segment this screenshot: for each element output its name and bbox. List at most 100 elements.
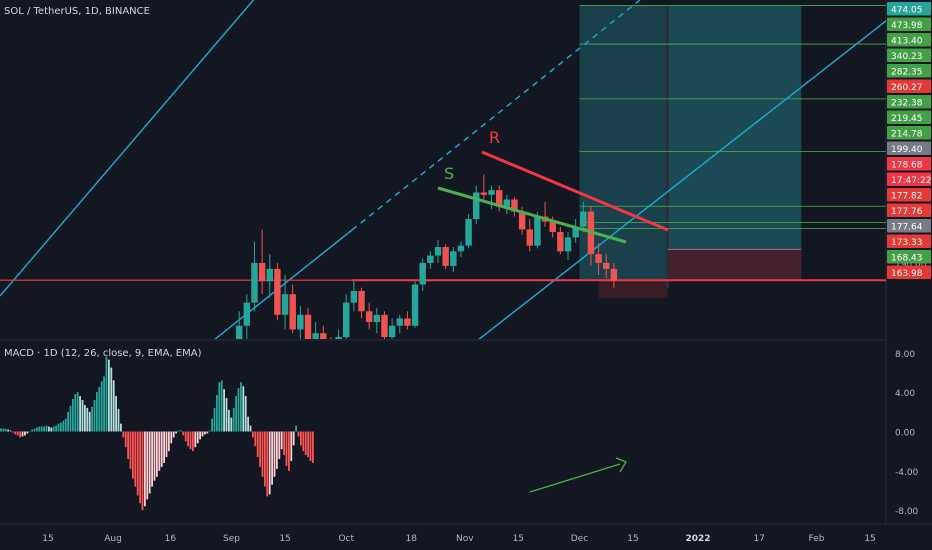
candle-body [549, 221, 556, 233]
candle-body [373, 314, 381, 323]
macd-histogram-bar [189, 431, 192, 450]
macd-histogram-bar [208, 430, 211, 432]
price-label-box [887, 219, 931, 233]
macd-histogram-bar [139, 431, 141, 504]
macd-histogram-bar [256, 431, 259, 458]
support-trendline [437, 186, 627, 244]
candle-body [404, 318, 411, 326]
macd-histogram-bar [216, 395, 218, 432]
macd-histogram-bar [266, 431, 269, 497]
macd-histogram-bar [132, 431, 134, 479]
macd-histogram-bar [62, 420, 65, 432]
macd-histogram-bar [67, 411, 69, 432]
macd-histogram-bar [187, 431, 189, 447]
x-axis-tick-label: 15 [513, 534, 524, 544]
x-axis-tick-label: Aug [104, 534, 122, 544]
x-axis-tick-label: Feb [809, 534, 825, 544]
candle-body [388, 325, 396, 338]
x-axis-tick-label: 15 [627, 534, 638, 544]
macd-histogram-bar [52, 426, 55, 432]
macd-histogram-bar [134, 431, 137, 487]
price-label-box [887, 64, 931, 78]
x-axis-tick-label: Oct [338, 534, 354, 544]
macd-histogram-bar [242, 386, 245, 432]
x-axis-tick-label: 18 [406, 534, 418, 544]
macd-histogram-bar [211, 418, 213, 432]
macd-histogram-bar [172, 431, 175, 438]
candle-body [495, 190, 503, 207]
macd-histogram-bar [60, 422, 62, 432]
macd-histogram-bar [129, 431, 132, 469]
price-label-box [887, 110, 931, 124]
macd-histogram-bar [168, 431, 170, 452]
macd-histogram-bar [98, 387, 101, 432]
candle-body [235, 325, 243, 339]
macd-histogram-bar [100, 381, 103, 432]
macd-histogram-bar [64, 418, 67, 432]
macd-histogram-bar [254, 431, 257, 447]
x-axis-tick-label: 15 [864, 534, 875, 544]
candle-body [610, 268, 618, 281]
support-label: S [444, 164, 454, 183]
macd-histogram-bar [163, 431, 165, 463]
macd-histogram-bar [160, 431, 163, 467]
price-label-text: 232.38 [891, 99, 923, 109]
macd-histogram-bar [261, 431, 264, 477]
divergence-line [529, 463, 621, 493]
macd-histogram-bar [108, 359, 110, 432]
macd-histogram-bar [283, 431, 285, 456]
macd-histogram-bar [307, 431, 309, 458]
macd-histogram-bar [165, 431, 168, 458]
price-label-box [887, 141, 931, 155]
price-label-box [887, 250, 931, 264]
macd-title: MACD · 1D (12, 26, close, 9, EMA, EMA) [4, 348, 202, 359]
macd-histogram-bar [268, 431, 271, 495]
macd-axis-tick-label: 8.00 [895, 350, 915, 360]
macd-histogram-bar [240, 382, 242, 432]
x-axis-tick-label: 15 [279, 534, 290, 544]
candle-body [526, 229, 533, 246]
macd-histogram-bar [276, 431, 278, 469]
price-label-text: 214.78 [891, 130, 923, 140]
macd-histogram-bar [7, 429, 9, 432]
macd-histogram-bar [69, 405, 72, 432]
macd-histogram-bar [48, 426, 50, 432]
macd-histogram-bar [122, 431, 125, 438]
macd-pane [0, 356, 627, 511]
macd-histogram-bar [84, 404, 86, 432]
macd-histogram-bar [144, 431, 146, 507]
candle-body [511, 199, 518, 212]
candle-body [281, 294, 289, 315]
candle-body [518, 211, 526, 230]
macd-histogram-bar [184, 431, 187, 442]
candle-body [274, 268, 281, 315]
candle-body [465, 219, 472, 246]
price-label-text: 473.98 [891, 21, 923, 31]
macd-histogram-bar [28, 431, 31, 433]
macd-histogram-bar [81, 400, 84, 432]
candle-body [320, 333, 327, 339]
candle-body [358, 290, 365, 312]
price-label-text: 173.33 [891, 238, 923, 248]
candle-body [411, 284, 419, 326]
macd-histogram-bar [120, 423, 122, 432]
resistance-trendline [481, 150, 669, 232]
macd-histogram-bar [148, 431, 151, 494]
macd-histogram-bar [304, 431, 307, 456]
candle-body [572, 226, 579, 238]
macd-histogram-bar [33, 428, 36, 432]
macd-histogram-bar [156, 431, 158, 477]
macd-histogram-bar [232, 407, 235, 432]
macd-histogram-bar [225, 398, 228, 432]
candle-body [450, 251, 457, 266]
x-axis-tick-label: 15 [42, 534, 53, 544]
macd-histogram-bar [76, 392, 79, 432]
candle-body [557, 232, 564, 252]
macd-histogram-bar [288, 431, 290, 471]
macd-histogram-bar [213, 407, 216, 432]
macd-histogram-bar [21, 431, 24, 437]
macd-histogram-bar [220, 380, 223, 432]
macd-histogram-bar [271, 431, 273, 485]
candle-body [580, 211, 587, 227]
macd-histogram-bar [290, 431, 293, 462]
